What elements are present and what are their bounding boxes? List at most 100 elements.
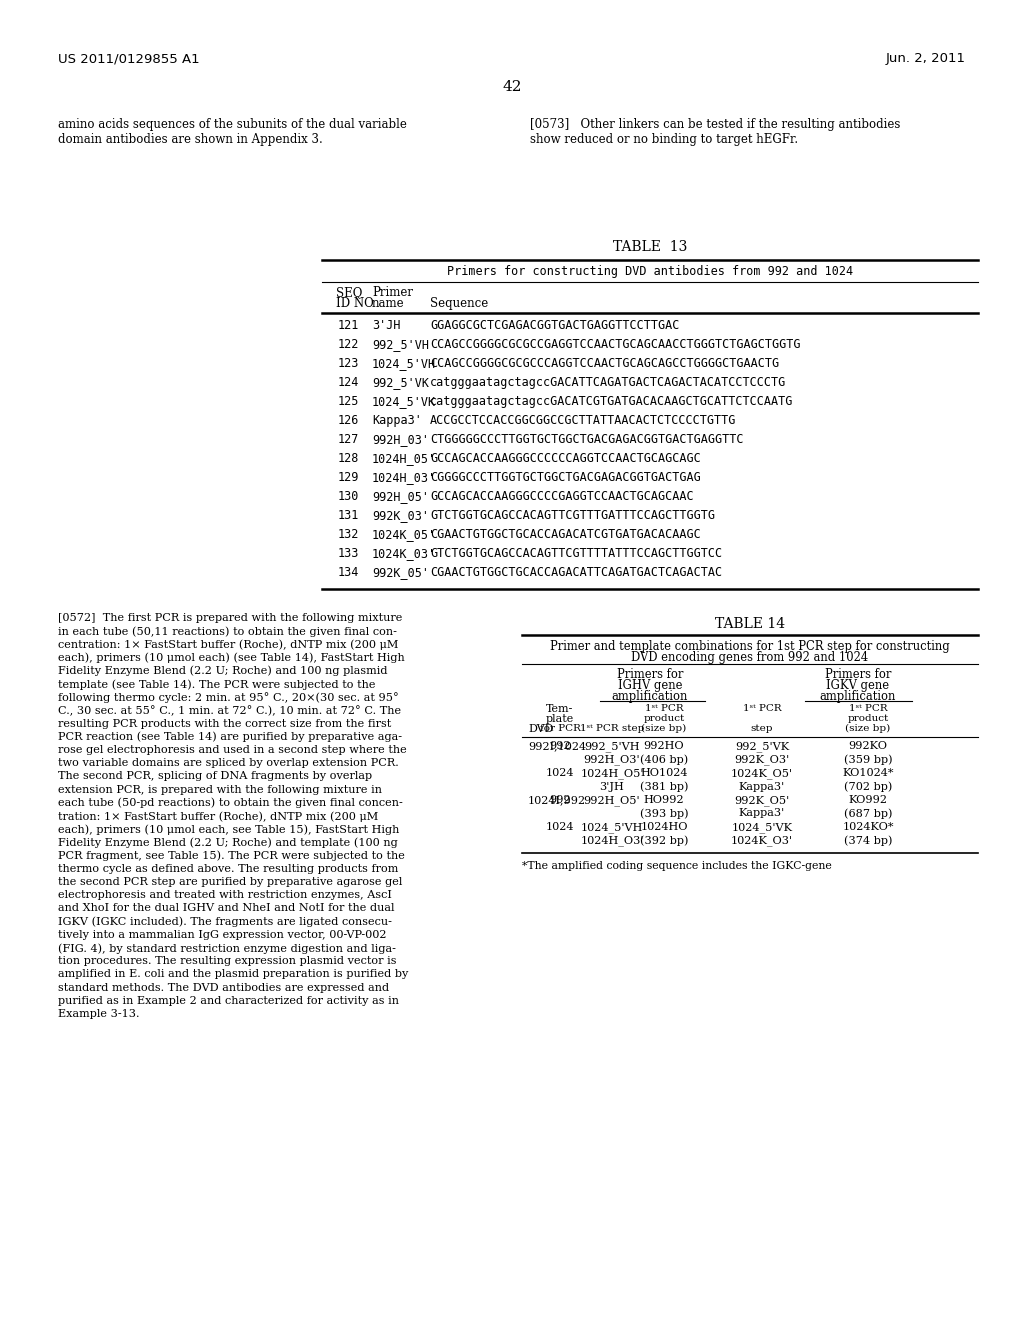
Text: Kappa3': Kappa3'	[372, 414, 422, 426]
Text: ACCGCCTCCACCGGCGGCCGCTTATTAACACTCTCCCCTGTTG: ACCGCCTCCACCGGCGGCCGCTTATTAACACTCTCCCCTG…	[430, 414, 736, 426]
Text: CTGGGGGCCCTTGGTGCTGGCTGACGAGACGGTGACTGAGGTTC: CTGGGGGCCCTTGGTGCTGGCTGACGAGACGGTGACTGAG…	[430, 433, 743, 446]
Text: 1ˢᵗ PCR: 1ˢᵗ PCR	[849, 704, 888, 713]
Text: Sequence: Sequence	[430, 297, 488, 310]
Text: amplification: amplification	[820, 690, 896, 704]
Text: 992K_O5': 992K_O5'	[734, 795, 790, 805]
Text: 1ˢᵗ PCR step: 1ˢᵗ PCR step	[580, 723, 644, 733]
Text: 992: 992	[549, 741, 570, 751]
Text: Kappa3': Kappa3'	[739, 808, 785, 818]
Text: IGHV gene: IGHV gene	[617, 678, 682, 692]
Text: GTCTGGTGCAGCCACAGTTCGTTTGATTTCCAGCTTGGTG: GTCTGGTGCAGCCACAGTTCGTTTGATTTCCAGCTTGGTG	[430, 510, 715, 521]
Text: 1024_5'VH: 1024_5'VH	[372, 356, 436, 370]
Text: GCCAGCACCAAGGGCCCCGAGGTCCAACTGCAGCAAC: GCCAGCACCAAGGGCCCCGAGGTCCAACTGCAGCAAC	[430, 490, 693, 503]
Text: SEQ: SEQ	[336, 286, 362, 300]
Text: 128: 128	[338, 451, 359, 465]
Text: Primer: Primer	[372, 286, 413, 300]
Text: thermo cycle as defined above. The resulting products from: thermo cycle as defined above. The resul…	[58, 863, 398, 874]
Text: 1024H_03': 1024H_03'	[372, 471, 436, 484]
Text: 992_5'VK: 992_5'VK	[735, 741, 790, 751]
Text: 132: 132	[338, 528, 359, 541]
Text: GCCAGCACCAAGGGCCCCCCAGGTCCAACTGCAGCAGC: GCCAGCACCAAGGGCCCCCCAGGTCCAACTGCAGCAGC	[430, 451, 700, 465]
Text: 992H_03': 992H_03'	[372, 433, 429, 446]
Text: template (see Table 14). The PCR were subjected to the: template (see Table 14). The PCR were su…	[58, 678, 376, 689]
Text: 1024_5'VK: 1024_5'VK	[372, 395, 436, 408]
Text: 992HO: 992HO	[644, 741, 684, 751]
Text: 1024H_O5': 1024H_O5'	[581, 768, 644, 779]
Text: 992: 992	[549, 795, 570, 805]
Text: extension PCR, is prepared with the following mixture in: extension PCR, is prepared with the foll…	[58, 784, 382, 795]
Text: Primer and template combinations for 1st PCR step for constructing: Primer and template combinations for 1st…	[550, 640, 950, 653]
Text: CGGGGCCCTTGGTGCTGGCTGACGAGACGGTGACTGAG: CGGGGCCCTTGGTGCTGGCTGACGAGACGGTGACTGAG	[430, 471, 700, 484]
Text: CGAACTGTGGCTGCACCAGACATTCAGATGACTCAGACTAC: CGAACTGTGGCTGCACCAGACATTCAGATGACTCAGACTA…	[430, 566, 722, 579]
Text: plate: plate	[546, 714, 574, 723]
Text: CCAGCCGGGGCGCGCCGAGGTCCAACTGCAGCAACCTGGGTCTGAGCTGGTG: CCAGCCGGGGCGCGCCGAGGTCCAACTGCAGCAACCTGGG…	[430, 338, 801, 351]
Text: (406 bp): (406 bp)	[640, 755, 688, 766]
Text: amino acids sequences of the subunits of the dual variable
domain antibodies are: amino acids sequences of the subunits of…	[58, 117, 407, 147]
Text: Primers for: Primers for	[616, 668, 683, 681]
Text: amplification: amplification	[611, 690, 688, 704]
Text: 3'JH: 3'JH	[600, 781, 625, 792]
Text: Tem-: Tem-	[547, 704, 573, 714]
Text: HO1024: HO1024	[640, 768, 688, 777]
Text: 131: 131	[338, 510, 359, 521]
Text: (FIG. 4), by standard restriction enzyme digestion and liga-: (FIG. 4), by standard restriction enzyme…	[58, 942, 396, 953]
Text: each), primers (10 μmol each, see Table 15), FastStart High: each), primers (10 μmol each, see Table …	[58, 824, 399, 834]
Text: tively into a mammalian IgG expression vector, 00-VP-002: tively into a mammalian IgG expression v…	[58, 929, 386, 940]
Text: and XhoI for the dual IGHV and NheI and NotI for the dual: and XhoI for the dual IGHV and NheI and …	[58, 903, 394, 913]
Text: 3'JH: 3'JH	[372, 319, 400, 333]
Text: step: step	[751, 723, 773, 733]
Text: resulting PCR products with the correct size from the first: resulting PCR products with the correct …	[58, 718, 391, 729]
Text: 992K_O3': 992K_O3'	[734, 755, 790, 766]
Text: 1024_5'VK: 1024_5'VK	[731, 822, 793, 833]
Text: KO992: KO992	[849, 795, 888, 805]
Text: 126: 126	[338, 414, 359, 426]
Text: Kappa3': Kappa3'	[739, 781, 785, 792]
Text: 1024K_03': 1024K_03'	[372, 546, 436, 560]
Text: 992I,1024: 992I,1024	[528, 741, 586, 751]
Text: 1024K_05': 1024K_05'	[372, 528, 436, 541]
Text: 992H_O3': 992H_O3'	[584, 755, 640, 766]
Text: product: product	[848, 714, 889, 723]
Text: GGAGGCGCTCGAGACGGTGACTGAGGTTCCTTGAC: GGAGGCGCTCGAGACGGTGACTGAGGTTCCTTGAC	[430, 319, 679, 333]
Text: Jun. 2, 2011: Jun. 2, 2011	[886, 51, 966, 65]
Text: catgggaatagctagccGACATCGTGATGACACAAGCTGCATTCTCCAATG: catgggaatagctagccGACATCGTGATGACACAAGCTGC…	[430, 395, 794, 408]
Text: name: name	[372, 297, 404, 310]
Text: 992H_05': 992H_05'	[372, 490, 429, 503]
Text: ID NO: ID NO	[336, 297, 374, 310]
Text: 1024K_O3': 1024K_O3'	[731, 836, 793, 846]
Text: 134: 134	[338, 566, 359, 579]
Text: 1024: 1024	[546, 822, 574, 832]
Text: 123: 123	[338, 356, 359, 370]
Text: CCAGCCGGGGCGCGCCCAGGTCCAACTGCAGCAGCCTGGGGCTGAACTG: CCAGCCGGGGCGCGCCCAGGTCCAACTGCAGCAGCCTGGG…	[430, 356, 779, 370]
Text: [0572]  The first PCR is prepared with the following mixture: [0572] The first PCR is prepared with th…	[58, 612, 402, 623]
Text: GTCTGGTGCAGCCACAGTTCGTTTTATTTCCAGCTTGGTCC: GTCTGGTGCAGCCACAGTTCGTTTTATTTCCAGCTTGGTC…	[430, 546, 722, 560]
Text: 1024I,992: 1024I,992	[528, 795, 586, 805]
Text: Primers for constructing DVD antibodies from 992 and 1024: Primers for constructing DVD antibodies …	[446, 265, 853, 279]
Text: (size bp): (size bp)	[846, 723, 891, 733]
Text: 125: 125	[338, 395, 359, 408]
Text: 1024: 1024	[546, 768, 574, 777]
Text: 1024H_O3': 1024H_O3'	[581, 836, 644, 846]
Text: catgggaatagctagccGACATTCAGATGACTCAGACTACATCCTCCCTG: catgggaatagctagccGACATTCAGATGACTCAGACTAC…	[430, 376, 786, 389]
Text: IGKV (IGKC included). The fragments are ligated consecu-: IGKV (IGKC included). The fragments are …	[58, 916, 392, 927]
Text: (359 bp): (359 bp)	[844, 755, 892, 766]
Text: 1024_5'VH: 1024_5'VH	[581, 822, 643, 833]
Text: rose gel electrophoresis and used in a second step where the: rose gel electrophoresis and used in a s…	[58, 744, 407, 755]
Text: 1ˢᵗ PCR: 1ˢᵗ PCR	[645, 704, 683, 713]
Text: following thermo cycle: 2 min. at 95° C., 20×(30 sec. at 95°: following thermo cycle: 2 min. at 95° C.…	[58, 692, 398, 704]
Text: 992_5'VK: 992_5'VK	[372, 376, 429, 389]
Text: KO1024*: KO1024*	[843, 768, 894, 777]
Text: Fidelity Enzyme Blend (2.2 U; Roche) and 100 ng plasmid: Fidelity Enzyme Blend (2.2 U; Roche) and…	[58, 665, 387, 676]
Text: in each tube (50,11 reactions) to obtain the given final con-: in each tube (50,11 reactions) to obtain…	[58, 626, 397, 636]
Text: TABLE 14: TABLE 14	[715, 616, 785, 631]
Text: C., 30 sec. at 55° C., 1 min. at 72° C.), 10 min. at 72° C. The: C., 30 sec. at 55° C., 1 min. at 72° C.)…	[58, 705, 401, 715]
Text: IGKV gene: IGKV gene	[826, 678, 890, 692]
Text: Example 3-13.: Example 3-13.	[58, 1008, 139, 1019]
Text: *The amplified coding sequence includes the IGKC-gene: *The amplified coding sequence includes …	[522, 861, 831, 871]
Text: 1024HO: 1024HO	[640, 822, 688, 832]
Text: DVD: DVD	[528, 723, 554, 734]
Text: PCR reaction (see Table 14) are purified by preparative aga-: PCR reaction (see Table 14) are purified…	[58, 731, 402, 742]
Text: 42: 42	[502, 81, 522, 94]
Text: TABLE  13: TABLE 13	[612, 240, 687, 253]
Text: CGAACTGTGGCTGCACCAGACATCGTGATGACACAAGC: CGAACTGTGGCTGCACCAGACATCGTGATGACACAAGC	[430, 528, 700, 541]
